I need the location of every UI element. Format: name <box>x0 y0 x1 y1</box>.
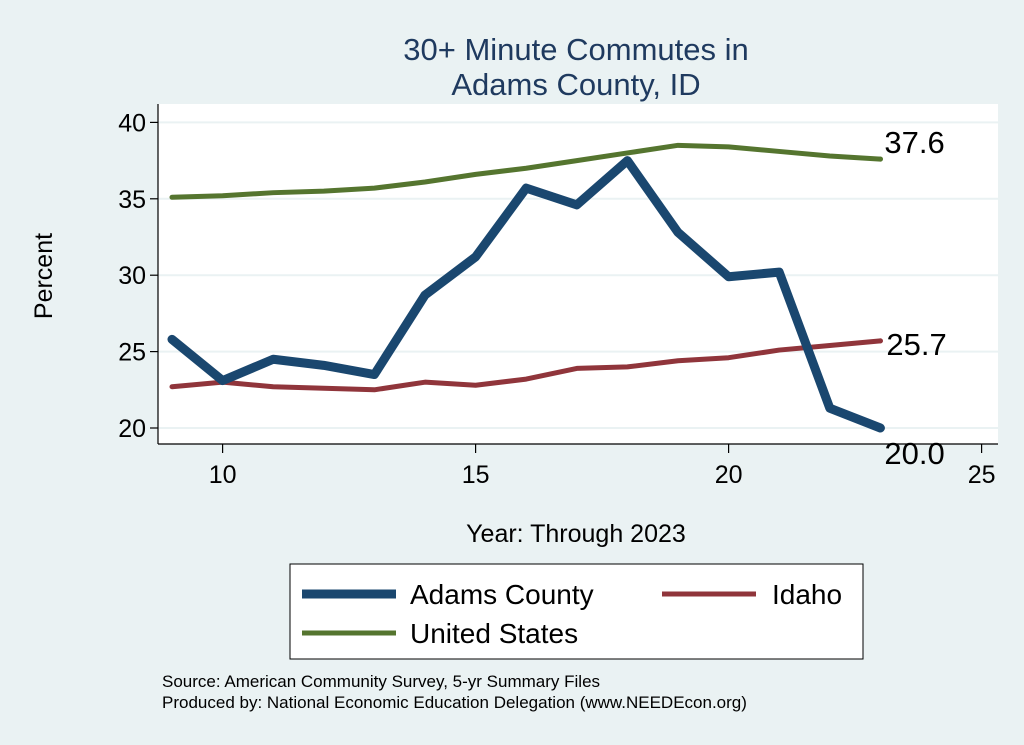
series-end-point-united-states <box>877 156 883 162</box>
y-tick-label-35: 35 <box>118 186 146 214</box>
y-tick-label-40: 40 <box>118 109 146 137</box>
source-note: Source: American Community Survey, 5-yr … <box>162 672 600 691</box>
end-labels: 37.6 25.7 20.0 <box>884 125 946 471</box>
x-axis-title: Year: Through 2023 <box>466 520 686 548</box>
legend-box <box>289 563 864 660</box>
legend-label-adams-county: Adams County <box>410 579 594 610</box>
axes: 20 25 30 35 40 10 15 20 25 <box>118 104 998 489</box>
y-tick-label-25: 25 <box>118 339 146 367</box>
legend-label-idaho: Idaho <box>772 579 842 610</box>
series-line-idaho <box>169 338 883 393</box>
x-tick-label-15: 15 <box>462 461 490 489</box>
end-label-adams-county: 20.0 <box>884 436 944 471</box>
series-line-united-states <box>169 142 883 200</box>
end-label-united-states: 37.6 <box>884 125 944 160</box>
series-end-point-idaho <box>877 338 883 344</box>
producer-note: Produced by: National Economic Education… <box>162 693 747 712</box>
series-line-adams-county <box>167 156 885 433</box>
chart-title-line-1: 30+ Minute Commutes in <box>403 32 748 67</box>
end-label-idaho: 25.7 <box>886 327 946 362</box>
series-lines <box>167 142 885 433</box>
chart-title-line-2: Adams County, ID <box>451 67 700 102</box>
plot-area <box>158 104 998 444</box>
grid <box>158 121 998 429</box>
series-end-point-adams-county <box>877 425 883 431</box>
y-tick-label-30: 30 <box>118 262 146 290</box>
legend: Adams County Idaho United States <box>289 563 864 660</box>
x-tick-label-20: 20 <box>715 461 743 489</box>
x-tick-label-25: 25 <box>968 461 996 489</box>
y-tick-label-20: 20 <box>118 415 146 443</box>
legend-label-united-states: United States <box>410 618 578 649</box>
y-axis-title: Percent <box>30 233 58 319</box>
x-tick-label-10: 10 <box>209 461 237 489</box>
